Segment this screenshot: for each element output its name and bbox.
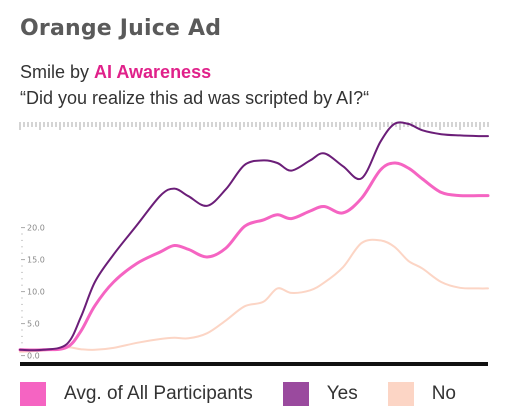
chart-title: Orange Juice Ad	[20, 16, 222, 41]
y-tick-label: 5.0	[27, 320, 40, 329]
series-line-no	[19, 238, 489, 353]
legend-swatch-avg	[20, 382, 46, 406]
chart-question: “Did you realize this ad was scripted by…	[20, 88, 370, 108]
legend-swatch-yes	[282, 382, 309, 406]
y-axis: 0.0 5.0 10.0 15.0 20.0	[21, 224, 45, 361]
series-layer	[18, 121, 490, 353]
legend-swatch-no	[387, 382, 414, 406]
y-tick-label: 20.0	[27, 224, 45, 233]
legend-item-avg[interactable]: Avg. of All Participants	[20, 382, 253, 406]
subtitle-highlight: AI Awareness	[94, 62, 212, 82]
legend-label-avg: Avg. of All Participants	[64, 383, 253, 404]
series-line-yes	[19, 121, 489, 352]
y-tick-label: 10.0	[27, 288, 45, 297]
y-tick-label: 0.0	[27, 352, 40, 361]
legend-label-no: No	[431, 383, 456, 404]
chart-subtitle: Smile by AI Awareness	[20, 62, 211, 83]
line-chart: 0.0 5.0 10.0 15.0 20.0	[18, 121, 490, 366]
legend-item-yes[interactable]: Yes	[282, 382, 358, 406]
legend-item-no[interactable]: No	[387, 382, 456, 406]
legend: Avg. of All Participants Yes No	[20, 382, 486, 406]
legend-label-yes: Yes	[326, 383, 358, 404]
y-tick-label: 15.0	[27, 256, 45, 265]
subtitle-prefix: Smile by	[20, 62, 95, 82]
series-line-avg	[18, 161, 490, 352]
